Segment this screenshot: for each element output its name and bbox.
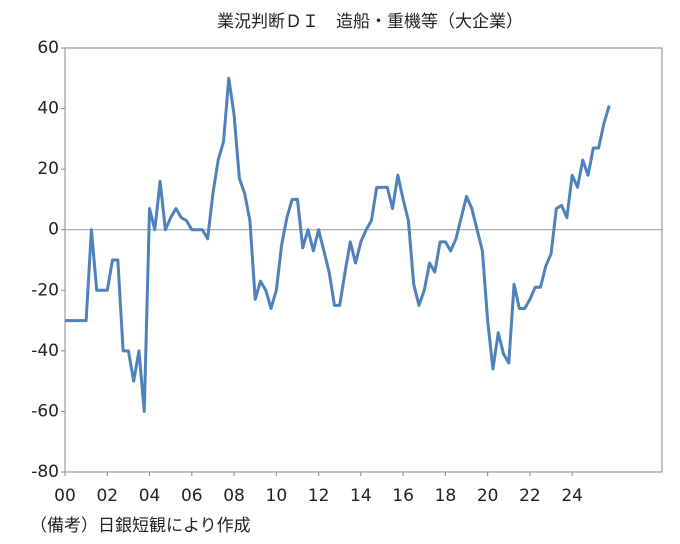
y-tick-label: 40 [37, 99, 59, 119]
x-tick-label: 12 [308, 486, 330, 506]
plot-frame [64, 47, 663, 473]
y-tick-label: -20 [31, 280, 59, 300]
x-tick-label: 10 [266, 486, 288, 506]
x-tick-label: 04 [139, 486, 161, 506]
y-tick-label: 20 [37, 159, 59, 179]
x-tick-label: 20 [477, 486, 499, 506]
x-tick-label: 24 [561, 486, 583, 506]
y-tick-label: 0 [48, 220, 59, 240]
x-tick-label: 08 [223, 486, 245, 506]
y-tick-label: -80 [31, 462, 59, 482]
data-line [65, 76, 611, 413]
y-tick-label: -40 [31, 341, 59, 361]
note: （備考）日銀短観により作成 [30, 516, 251, 536]
x-tick-label: 22 [519, 486, 541, 506]
chart-title: 業況判断ＤＩ 造船・重機等（大企業） [217, 12, 523, 32]
y-tick-label: -60 [31, 401, 59, 421]
x-tick-label: 02 [96, 486, 118, 506]
x-tick-label: 06 [181, 486, 203, 506]
x-tick-label: 00 [54, 486, 76, 506]
x-tick-label: 18 [435, 486, 457, 506]
x-tick-label: 16 [392, 486, 414, 506]
y-tick-label: 60 [37, 38, 59, 58]
x-tick-label: 14 [350, 486, 372, 506]
